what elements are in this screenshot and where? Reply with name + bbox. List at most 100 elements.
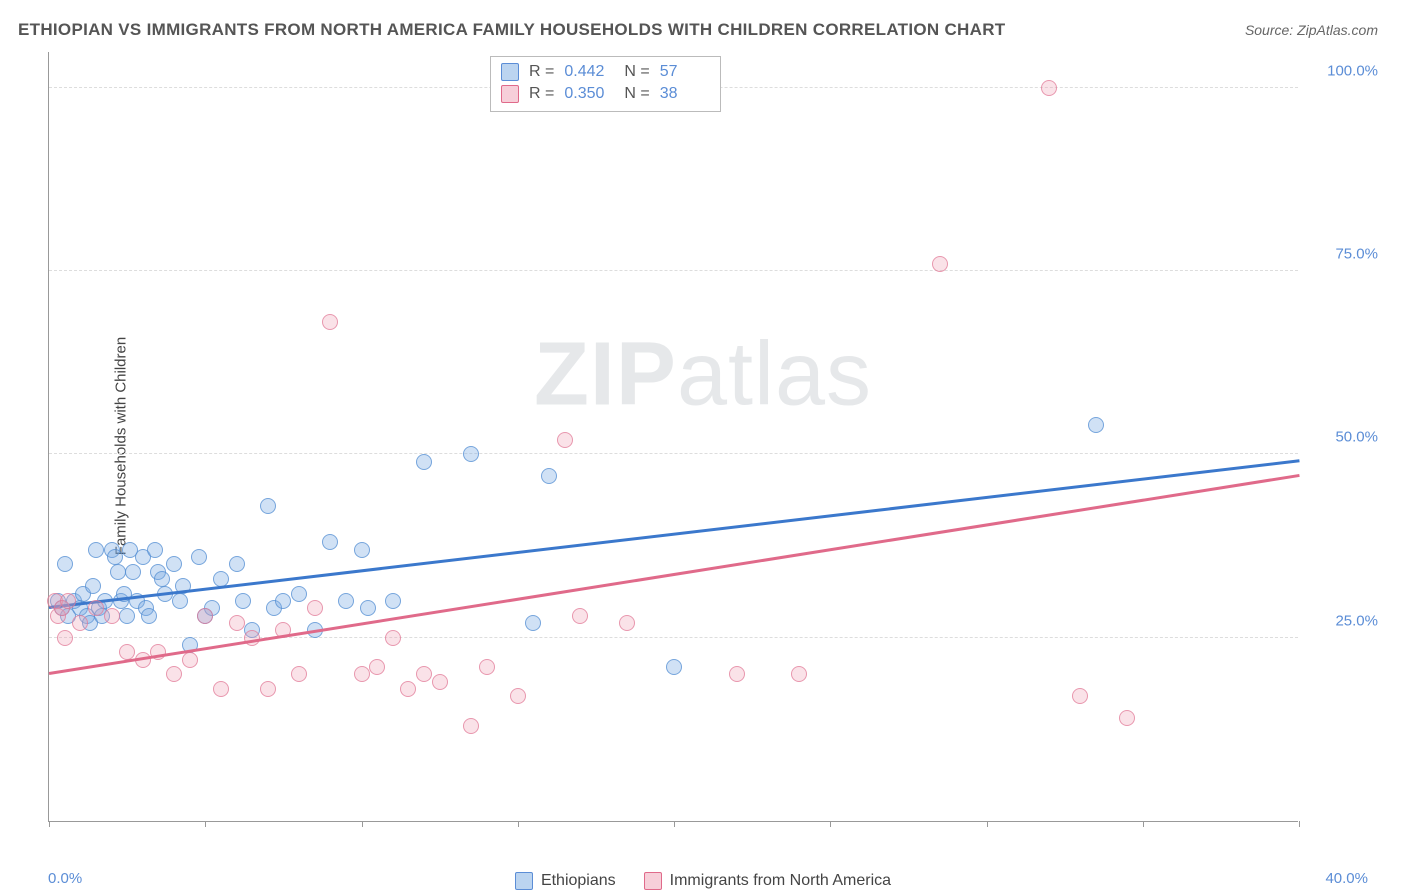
y-tick-label: 75.0% — [1335, 246, 1378, 263]
data-point — [141, 608, 157, 624]
data-point — [57, 556, 73, 572]
data-point — [166, 666, 182, 682]
scatter-plot: 25.0%50.0%75.0%100.0% — [48, 52, 1298, 822]
data-point — [88, 600, 104, 616]
data-point — [72, 615, 88, 631]
n-value: 38 — [660, 85, 710, 103]
x-tick — [205, 821, 206, 827]
data-point — [125, 564, 141, 580]
x-tick — [830, 821, 831, 827]
data-point — [85, 578, 101, 594]
data-point — [182, 652, 198, 668]
data-point — [479, 659, 495, 675]
y-tick-label: 25.0% — [1335, 612, 1378, 629]
legend-swatch — [501, 85, 519, 103]
data-point — [541, 468, 557, 484]
r-value: 0.350 — [564, 85, 614, 103]
legend-swatch — [644, 872, 662, 890]
data-point — [191, 549, 207, 565]
data-point — [229, 615, 245, 631]
data-point — [385, 630, 401, 646]
legend-label: Ethiopians — [541, 872, 616, 890]
stats-row: R = 0.442 N = 57 — [501, 61, 710, 83]
data-point — [369, 659, 385, 675]
stats-row: R = 0.350 N = 38 — [501, 83, 710, 105]
data-point — [107, 549, 123, 565]
data-point — [354, 666, 370, 682]
x-tick — [518, 821, 519, 827]
x-tick — [362, 821, 363, 827]
data-point — [110, 564, 126, 580]
data-point — [197, 608, 213, 624]
legend-item: Ethiopians — [515, 872, 616, 890]
data-point — [416, 666, 432, 682]
data-point — [729, 666, 745, 682]
regression-line — [49, 474, 1299, 674]
chart-title: ETHIOPIAN VS IMMIGRANTS FROM NORTH AMERI… — [18, 20, 1005, 40]
source-attribution: Source: ZipAtlas.com — [1245, 22, 1378, 38]
data-point — [88, 542, 104, 558]
data-point — [1072, 688, 1088, 704]
data-point — [166, 556, 182, 572]
series-legend: Ethiopians Immigrants from North America — [0, 872, 1406, 890]
data-point — [213, 681, 229, 697]
data-point — [932, 256, 948, 272]
data-point — [147, 542, 163, 558]
n-label: N = — [624, 85, 649, 103]
data-point — [463, 718, 479, 734]
data-point — [385, 593, 401, 609]
x-tick — [49, 821, 50, 827]
gridline — [49, 270, 1298, 271]
data-point — [360, 600, 376, 616]
data-point — [60, 593, 76, 609]
x-tick — [1143, 821, 1144, 827]
data-point — [260, 681, 276, 697]
y-tick-label: 100.0% — [1327, 62, 1378, 79]
y-tick-label: 50.0% — [1335, 429, 1378, 446]
regression-line — [49, 459, 1299, 608]
data-point — [619, 615, 635, 631]
data-point — [791, 666, 807, 682]
data-point — [416, 454, 432, 470]
data-point — [57, 630, 73, 646]
data-point — [1088, 417, 1104, 433]
legend-swatch — [515, 872, 533, 890]
data-point — [557, 432, 573, 448]
data-point — [322, 314, 338, 330]
data-point — [275, 593, 291, 609]
stats-legend: R = 0.442 N = 57 R = 0.350 N = 38 — [490, 56, 721, 112]
data-point — [322, 534, 338, 550]
data-point — [1119, 710, 1135, 726]
data-point — [463, 446, 479, 462]
data-point — [338, 593, 354, 609]
data-point — [229, 556, 245, 572]
data-point — [400, 681, 416, 697]
data-point — [291, 666, 307, 682]
data-point — [432, 674, 448, 690]
data-point — [244, 630, 260, 646]
gridline — [49, 453, 1298, 454]
data-point — [572, 608, 588, 624]
data-point — [154, 571, 170, 587]
data-point — [525, 615, 541, 631]
legend-item: Immigrants from North America — [644, 872, 891, 890]
x-tick — [674, 821, 675, 827]
data-point — [1041, 80, 1057, 96]
r-label: R = — [529, 85, 554, 103]
r-value: 0.442 — [564, 63, 614, 81]
data-point — [291, 586, 307, 602]
legend-label: Immigrants from North America — [670, 872, 891, 890]
data-point — [260, 498, 276, 514]
n-label: N = — [624, 63, 649, 81]
data-point — [235, 593, 251, 609]
data-point — [354, 542, 370, 558]
data-point — [666, 659, 682, 675]
data-point — [172, 593, 188, 609]
data-point — [119, 608, 135, 624]
data-point — [307, 600, 323, 616]
data-point — [104, 608, 120, 624]
r-label: R = — [529, 63, 554, 81]
legend-swatch — [501, 63, 519, 81]
gridline — [49, 637, 1298, 638]
n-value: 57 — [660, 63, 710, 81]
